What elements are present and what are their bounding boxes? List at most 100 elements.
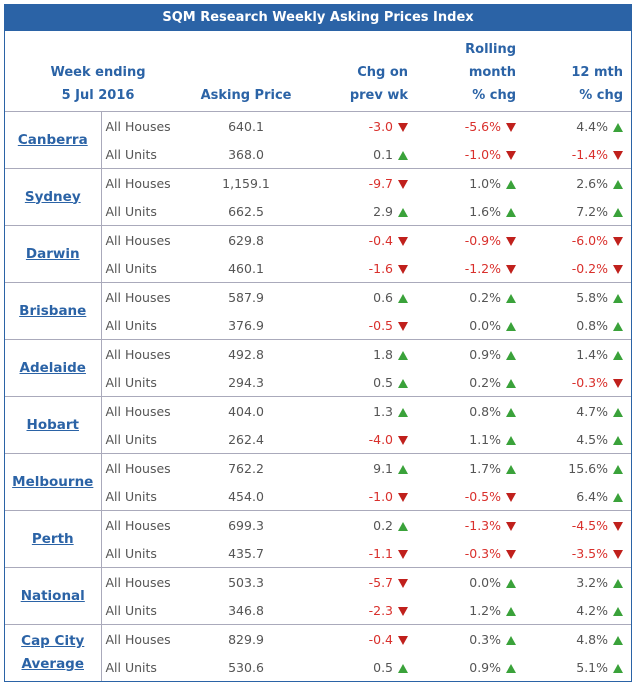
asking-price: 762.2 [191, 453, 302, 482]
table-body: Week ending 5 Jul 2016 Asking Price Chg on p… [5, 31, 632, 681]
price-value: 368.0 [228, 146, 264, 162]
dwelling-type: All Units [105, 602, 157, 618]
dwelling-type: All Houses [101, 282, 192, 311]
change-cell: 1.2% [416, 596, 524, 625]
change-cell: -0.9% [416, 225, 525, 254]
dwelling-type: All Houses [101, 567, 192, 596]
up-arrow [613, 350, 624, 360]
change-cell: 7.2% [524, 197, 631, 226]
dwelling-type: All Units [105, 431, 157, 447]
change-value: 0.0% [469, 574, 502, 590]
change-value: 0.5 [373, 374, 394, 390]
change-value: -1.0 [368, 488, 394, 504]
city-cell: Darwin [5, 225, 102, 283]
data-row: All Units 262.4 -4.0 1.1% 4.5% [5, 425, 631, 454]
up-arrow [506, 378, 517, 388]
city-link[interactable]: Perth [31, 530, 74, 547]
change-cell: 0.2% [416, 282, 525, 311]
change-value: 7.2% [576, 203, 609, 219]
city-link[interactable]: Adelaide [19, 359, 86, 376]
change-cell: 1.4% [524, 339, 632, 368]
dwelling-type: All Units [105, 488, 157, 504]
down-arrow [613, 521, 624, 531]
change-value: 0.2% [469, 289, 502, 305]
asking-price: 454.0 [191, 482, 301, 511]
asking-price: 699.3 [191, 510, 302, 539]
change-cell: -0.5% [416, 482, 524, 511]
price-value: 460.1 [228, 260, 264, 276]
header-text: Week ending [50, 65, 146, 80]
header-cell: 12 mth % chg [524, 31, 631, 112]
dwelling-type: All Houses [101, 624, 192, 653]
change-value: 0.1 [373, 146, 394, 162]
up-arrow [398, 207, 409, 217]
change-value: -0.4 [368, 232, 394, 248]
change-value: -6.0% [571, 232, 609, 248]
table-panel: SQM Research Weekly Asking Prices Index … [4, 4, 632, 682]
up-arrow [506, 293, 517, 303]
price-value: 503.3 [228, 574, 264, 590]
change-cell: 1.1% [416, 425, 524, 454]
city-link[interactable]: Darwin [25, 245, 80, 262]
city-link[interactable]: Hobart [26, 416, 79, 433]
dwelling-type: All Houses [101, 396, 192, 425]
change-cell: 0.5 [301, 653, 416, 681]
down-arrow [506, 122, 517, 132]
change-cell: 0.2 [301, 510, 417, 539]
city-link[interactable]: Melbourne [12, 473, 94, 490]
up-arrow [398, 663, 409, 673]
asking-price: 404.0 [191, 396, 302, 425]
change-cell: -0.4 [301, 225, 417, 254]
change-value: 1.1% [469, 431, 502, 447]
up-arrow [613, 407, 624, 417]
city-cell: Canberra [5, 111, 102, 169]
city-link[interactable]: Cap City [21, 633, 85, 649]
up-arrow [613, 293, 624, 303]
city-link[interactable]: Canberra [17, 131, 88, 148]
change-value: 1.0% [469, 175, 502, 191]
data-row: All Units 530.6 0.5 0.9% 5.1% [5, 653, 631, 681]
dwelling-type: All Units [105, 317, 157, 333]
up-arrow [398, 378, 409, 388]
change-value: 1.4% [576, 346, 609, 362]
header-text: prev wk [349, 88, 409, 103]
up-arrow [506, 578, 517, 588]
city-cell: Melbourne [5, 453, 102, 511]
price-value: 376.9 [228, 317, 264, 333]
change-value: -0.5% [464, 488, 502, 504]
city-link[interactable]: Brisbane [19, 302, 87, 319]
city-link[interactable]: Average [21, 656, 84, 672]
down-arrow [506, 549, 517, 559]
change-cell: 0.2% [416, 368, 524, 397]
price-value: 629.8 [228, 232, 264, 248]
city-link[interactable]: Sydney [24, 188, 81, 205]
data-row: All Units 454.0 -1.0 -0.5% 6.4% [5, 482, 631, 511]
up-arrow [613, 321, 624, 331]
data-row: Darwin All Houses 629.8 -0.4 -0.9% -6.0% [5, 225, 632, 283]
change-value: -0.3% [464, 545, 502, 561]
change-value: 0.5 [373, 659, 394, 675]
change-value: 1.7% [469, 460, 502, 476]
change-value: -1.4% [571, 146, 609, 162]
up-arrow [613, 606, 624, 616]
city-link[interactable]: National [20, 587, 85, 604]
city-cell: National [5, 567, 102, 625]
change-cell: 15.6% [524, 453, 632, 482]
change-cell: -2.3 [301, 596, 416, 625]
change-value: -3.5% [571, 545, 609, 561]
change-value: -5.6% [464, 118, 502, 134]
change-value: 4.4% [576, 118, 609, 134]
change-cell: 4.7% [524, 396, 632, 425]
change-cell: 4.8% [524, 624, 632, 653]
city-cell: Sydney [5, 168, 102, 226]
down-arrow [398, 549, 409, 559]
down-arrow [398, 236, 409, 246]
change-cell: 5.1% [524, 653, 631, 681]
down-arrow [613, 549, 624, 559]
change-cell: -1.1 [301, 539, 416, 568]
change-cell: 1.3 [301, 396, 417, 425]
change-value: 1.6% [469, 203, 502, 219]
change-value: 2.6% [576, 175, 609, 191]
header-cell: Week ending 5 Jul 2016 [5, 31, 191, 112]
change-value: 0.2 [373, 517, 394, 533]
